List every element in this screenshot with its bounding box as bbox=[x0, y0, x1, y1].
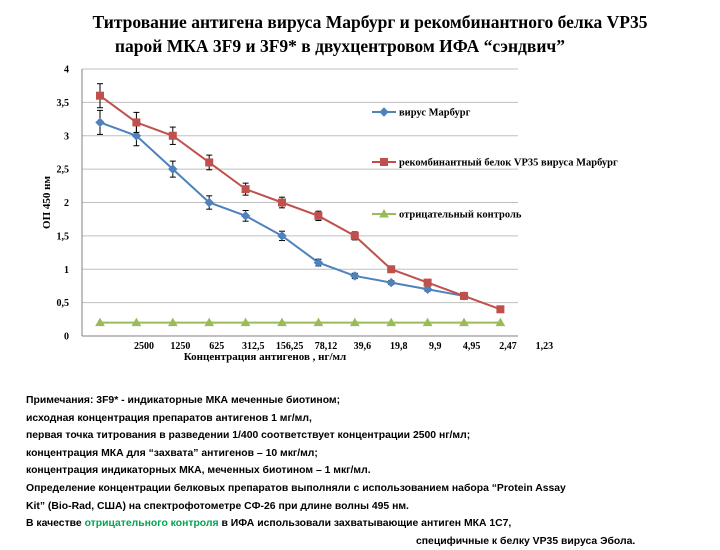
y-tick-label: 0 bbox=[64, 332, 69, 343]
note-line: первая точка титрования в разведении 1/4… bbox=[26, 430, 471, 442]
data-point bbox=[240, 317, 251, 327]
data-point bbox=[95, 117, 105, 128]
data-point bbox=[241, 185, 250, 194]
data-point bbox=[496, 305, 505, 314]
data-point bbox=[168, 164, 178, 174]
slide-title: Титрование антигена вируса Марбург и рек… bbox=[40, 10, 700, 58]
y-tick-label: 4 bbox=[64, 65, 69, 76]
y-tick-label: 1,5 bbox=[57, 231, 70, 242]
data-point bbox=[313, 317, 324, 327]
data-point bbox=[379, 107, 389, 117]
data-point bbox=[495, 317, 506, 327]
data-point bbox=[131, 317, 142, 327]
data-point bbox=[423, 278, 432, 287]
y-tick-label: 3 bbox=[64, 131, 69, 142]
y-tick-label: 1 bbox=[64, 265, 69, 276]
note-text: в ИФА использовали захватывающие антиген… bbox=[218, 518, 512, 530]
series-line bbox=[99, 94, 501, 311]
data-point bbox=[314, 211, 323, 220]
y-axis-label: ОП 450 нм bbox=[41, 176, 53, 229]
y-tick-label: 3,5 bbox=[57, 98, 70, 109]
note-line: концентрация индикаторных МКА, меченных … bbox=[26, 465, 371, 477]
data-point bbox=[459, 317, 469, 327]
data-point bbox=[349, 317, 360, 327]
note-text: В качестве bbox=[26, 518, 85, 530]
x-tick-label: 156,25 bbox=[276, 341, 304, 352]
note-line: концентрация МКА для “захвата” антигенов… bbox=[26, 447, 318, 459]
x-tick-label: 2,47 bbox=[499, 341, 517, 352]
data-point bbox=[422, 284, 433, 294]
data-point bbox=[277, 317, 287, 327]
title-line-2: парой МКА 3F9 и 3F9* в двухцентровом ИФА… bbox=[114, 36, 566, 56]
series-1 bbox=[96, 83, 505, 314]
data-point bbox=[386, 277, 396, 288]
negative-control-highlight: отрицательного контроля bbox=[84, 518, 219, 530]
data-point bbox=[95, 317, 105, 327]
legend-label: отрицательный контроль bbox=[399, 210, 522, 221]
chart-legend: вирус Марбург рекомбинантный белок VP35 в… bbox=[372, 107, 618, 221]
x-tick-label: 9,9 bbox=[429, 341, 442, 352]
data-point bbox=[204, 317, 215, 327]
legend-label: вирус Марбург bbox=[399, 108, 471, 119]
note-line: специфичные к белку VP35 вируса Эбола. bbox=[416, 535, 636, 547]
data-point bbox=[380, 158, 388, 166]
note-line: Определение концентрации белковых препар… bbox=[26, 482, 566, 494]
x-tick-label: 1250 bbox=[170, 341, 190, 352]
x-tick-label: 19,8 bbox=[390, 341, 408, 352]
notes-block: Примечания: 3F9* - индикаторные МКА мече… bbox=[26, 392, 706, 550]
data-point bbox=[350, 231, 359, 240]
y-tick-label: 2 bbox=[64, 198, 69, 209]
data-point bbox=[386, 317, 397, 327]
y-tick-labels: 0 0,5 1 1,5 2 2,5 3 3,5 4 bbox=[57, 65, 70, 343]
chart-axes bbox=[81, 69, 518, 337]
x-tick-labels: 2500 1250 625 312,5 156,25 78,12 39,6 19,8 9,9 4,… bbox=[134, 341, 553, 352]
titration-chart: 0 0,5 1 1,5 2 2,5 3 3,5 4 2500 1250 625 312,5 156,25… bbox=[41, 65, 618, 364]
data-point bbox=[277, 231, 287, 241]
title-line-1: Титрование антигена вируса Марбург и рек… bbox=[92, 12, 648, 32]
data-point bbox=[350, 271, 360, 281]
data-point bbox=[460, 291, 468, 300]
note-line: Примечания: 3F9* - индикаторные МКА мече… bbox=[26, 395, 341, 406]
data-point bbox=[313, 257, 324, 268]
x-tick-label: 625 bbox=[209, 341, 224, 352]
data-point bbox=[379, 208, 389, 218]
x-tick-label: 39,6 bbox=[354, 341, 372, 352]
data-point bbox=[387, 265, 396, 274]
x-tick-label: 312,5 bbox=[242, 341, 265, 352]
chart-grid bbox=[82, 68, 518, 304]
data-point bbox=[168, 131, 177, 140]
chart-series bbox=[95, 83, 506, 327]
series-2 bbox=[95, 317, 506, 327]
y-tick-label: 0,5 bbox=[57, 298, 70, 309]
series-0 bbox=[95, 109, 469, 301]
data-point bbox=[96, 91, 104, 100]
note-line: Kit” (Bio-Rad, США) на спектрофотометре … bbox=[26, 500, 409, 512]
y-tick-label: 2,5 bbox=[57, 165, 70, 176]
x-axis-label: Концентрация антигенов , нг/мл bbox=[184, 351, 346, 363]
x-tick-label: 1,23 bbox=[536, 341, 554, 352]
data-point bbox=[167, 317, 178, 327]
data-point bbox=[204, 197, 214, 208]
data-point bbox=[205, 158, 214, 167]
note-line: исходная концентрация препаратов антиген… bbox=[26, 412, 312, 424]
data-point bbox=[132, 118, 141, 127]
data-point bbox=[422, 317, 433, 327]
x-tick-label: 78,12 bbox=[315, 341, 338, 352]
data-point bbox=[131, 131, 142, 141]
x-tick-label: 4,95 bbox=[463, 341, 481, 352]
data-point bbox=[240, 211, 251, 221]
data-point bbox=[278, 198, 286, 207]
legend-label: рекомбинантный белок VP35 вируса Марбург bbox=[399, 158, 618, 169]
x-tick-label: 2500 bbox=[134, 341, 154, 352]
note-line: В качестве отрицательного контроля в ИФА… bbox=[26, 515, 706, 533]
